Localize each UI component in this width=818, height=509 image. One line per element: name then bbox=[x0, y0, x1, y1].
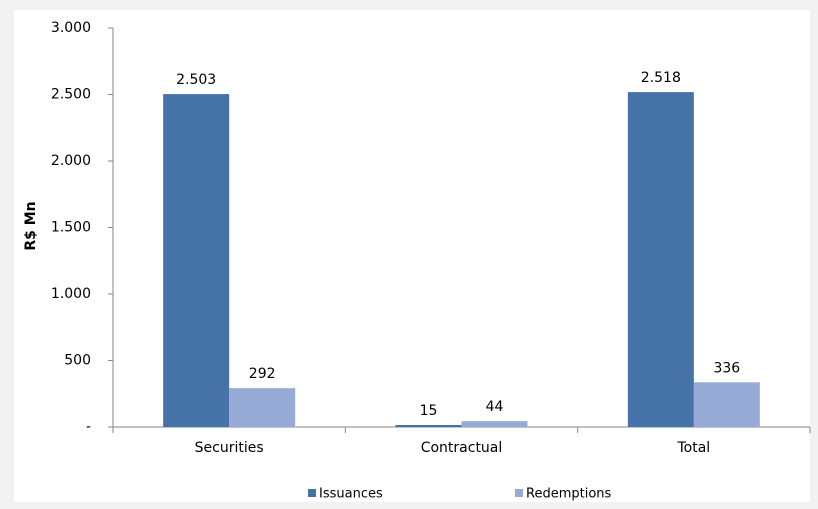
bar bbox=[229, 388, 296, 427]
value-label: 2.503 bbox=[176, 72, 216, 88]
y-tick-label: 2.500 bbox=[51, 87, 91, 103]
value-label: 2.518 bbox=[641, 70, 681, 86]
legend-swatch bbox=[308, 489, 316, 497]
legend-label: Issuances bbox=[319, 487, 383, 502]
bar bbox=[395, 425, 462, 427]
y-axis-title: R$ Mn bbox=[23, 201, 39, 250]
y-tick-label: 2.000 bbox=[51, 153, 91, 169]
value-label: 15 bbox=[420, 403, 438, 419]
x-tick-label: Contractual bbox=[421, 440, 503, 456]
bar bbox=[693, 382, 760, 427]
bar bbox=[461, 421, 528, 427]
y-tick-label: 500 bbox=[64, 353, 91, 369]
bar bbox=[627, 92, 694, 427]
y-tick-label: 1.500 bbox=[51, 220, 91, 236]
y-tick-label: 1.000 bbox=[51, 286, 91, 302]
bar bbox=[163, 94, 230, 427]
value-label: 292 bbox=[249, 366, 276, 382]
x-tick-label: Total bbox=[676, 440, 710, 456]
legend-swatch bbox=[515, 489, 523, 497]
value-label: 336 bbox=[713, 360, 740, 376]
y-tick-label: 3.000 bbox=[51, 20, 91, 36]
legend-label: Redemptions bbox=[526, 487, 612, 502]
y-tick-label: - bbox=[86, 419, 91, 435]
value-label: 44 bbox=[486, 399, 504, 415]
x-tick-label: Securities bbox=[195, 440, 264, 456]
